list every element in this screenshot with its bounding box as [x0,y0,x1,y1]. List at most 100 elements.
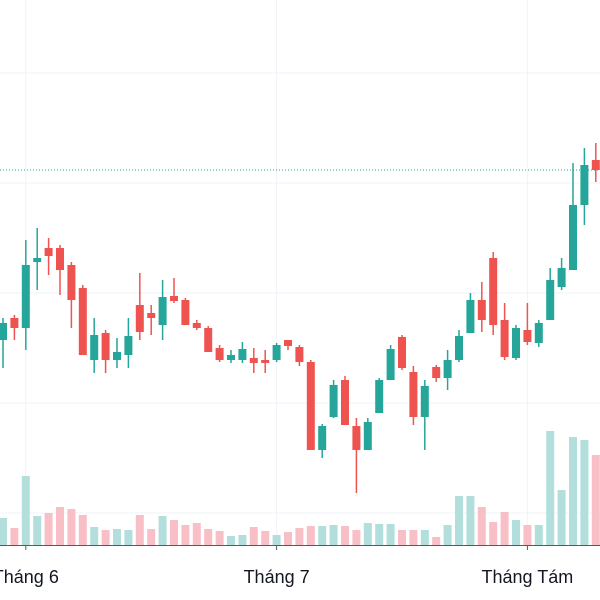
volume-bar [78,515,87,545]
candle-body [580,165,589,205]
candle-body [500,320,509,357]
volume-bar [546,431,555,545]
candle-body [386,349,395,380]
volume-bar [56,507,64,545]
candle-body [215,348,224,360]
volume-bar [341,526,349,545]
candle-body [90,335,99,360]
candle-body [295,347,304,362]
volume-bar [249,527,258,545]
volume-bar [0,518,7,545]
x-tick-label: Tháng 7 [244,567,310,587]
candle-body [181,300,190,325]
x-tick-label: Tháng Tám [482,567,574,587]
candle-body [249,358,258,363]
candle-body [318,426,327,450]
volume-bar [227,536,235,545]
volume-bar [10,528,19,545]
candle-body [557,268,566,287]
candle-body [443,360,452,378]
volume-bar [295,528,304,545]
candle-body [432,367,441,378]
candle-body [170,296,178,301]
candle-body [227,355,235,360]
volume-bar [192,523,201,545]
volume-bar [569,437,577,545]
volume-bar [147,529,156,545]
volume-bar [181,525,190,545]
candle-body [158,297,167,325]
candle-body [512,328,520,358]
candle-body [113,352,121,360]
candle-body [147,313,156,318]
volume-bar [135,515,144,545]
candle-body [341,380,349,425]
candle-body [534,323,543,343]
volume-bar [443,525,452,545]
volume-bar [306,526,315,545]
candle-body [352,426,361,450]
volume-bar [523,525,532,545]
candle-body [21,265,30,328]
candle-body [546,280,555,320]
volume-bar [261,531,270,545]
candle-body [523,330,532,342]
volume-bar [204,529,213,545]
volume-bar [398,530,406,545]
volume-bar [272,535,281,545]
candle-body [409,372,418,417]
candle-body [67,265,76,300]
volume-bar [215,531,224,545]
volume-bar [363,523,372,545]
volume-bar [44,513,53,545]
volume-bar [580,440,589,545]
candle-body [489,258,498,325]
candle-body [261,360,270,363]
candle-body [204,328,213,352]
volume-bar [101,530,110,545]
volume-bar [33,516,42,545]
candle-body [56,248,64,270]
candle-body [124,336,133,355]
volume-bar [489,522,498,545]
volume-bar [455,496,463,545]
candle-body [466,300,475,333]
volume-bar [500,512,509,545]
candle-body [135,305,144,332]
volume-bar [113,529,121,545]
candle-body [192,323,201,328]
volume-bar [432,537,441,545]
candle-body [569,205,577,270]
candle-body [10,318,19,328]
x-tick-label: Tháng 6 [0,567,59,587]
candle-body [101,333,110,360]
volume-bar [124,530,133,545]
candle-body [78,288,87,355]
volume-bar [90,527,99,545]
candle-body [0,323,7,340]
candle-body [363,422,372,450]
candle-body [477,300,486,320]
volume-bar [512,520,520,545]
volume-bar [318,526,327,545]
candle-body [329,385,338,417]
candle-body [272,345,281,360]
candle-body [33,258,42,262]
volume-bar [409,530,418,545]
candle-body [44,248,53,256]
volume-bar [591,455,600,545]
candle-body [591,160,600,170]
volume-bar [158,516,167,545]
volume-bar [466,496,475,545]
candle-body [398,337,406,368]
candle-body [284,340,292,346]
volume-bar [238,535,247,545]
volume-bar [375,524,384,545]
volume-bar [386,524,395,545]
candle-body [420,386,429,417]
volume-bar [170,520,178,545]
candle-body [306,362,315,450]
candle-body [238,349,247,360]
volume-bar [477,507,486,545]
